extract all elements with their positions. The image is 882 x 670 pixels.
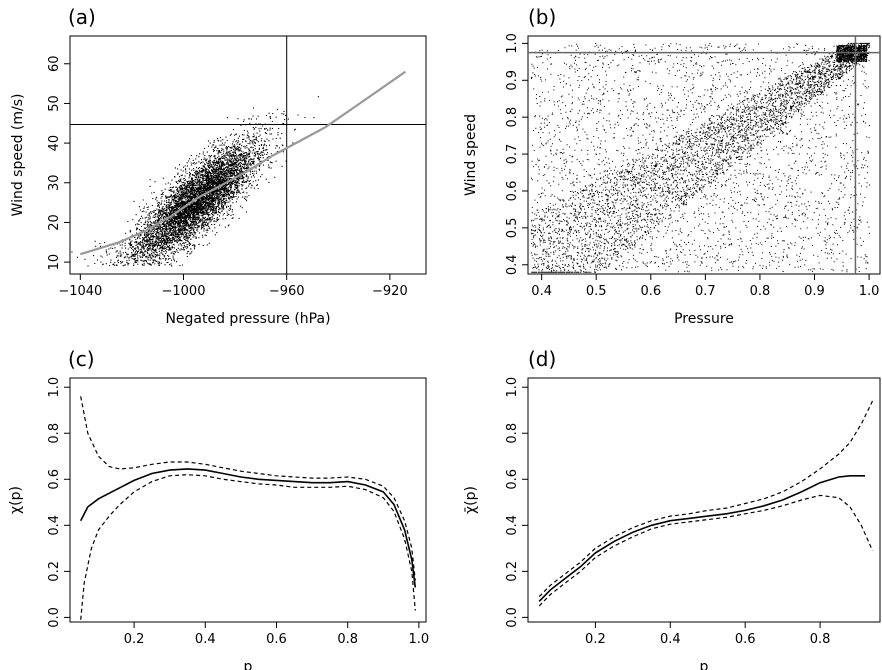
y-tick-label: 0.8 [47, 423, 62, 444]
fit-line [79, 70, 407, 256]
panel-label: (b) [528, 5, 556, 29]
x-tick-label: 0.7 [695, 284, 716, 299]
confidence-band-line [538, 494, 874, 607]
y-tick-label: 0.6 [47, 469, 62, 490]
x-tick-label: −960 [269, 284, 305, 299]
y-tick-label: 1.0 [505, 377, 520, 398]
confidence-band-line [80, 396, 416, 581]
x-axis-title: Negated pressure (hPa) [165, 311, 330, 327]
estimate-line [538, 475, 865, 602]
panel-a: −1040 −1000 −960 −920 10 20 30 40 50 60 Negated pr… [10, 5, 427, 327]
y-tick-label: 0.9 [505, 70, 520, 91]
y-tick-label: 0.2 [505, 561, 520, 582]
x-tick-label: 0.6 [640, 284, 661, 299]
y-tick-label: 10 [47, 254, 62, 271]
x-axis-title: p [700, 659, 709, 670]
y-tick-label: 0.8 [505, 107, 520, 128]
y-tick-label: 0.7 [505, 144, 520, 165]
point-cloud [71, 96, 319, 267]
panel-label: (a) [68, 5, 96, 29]
plot-frame [69, 377, 427, 623]
scatter-points [71, 96, 319, 267]
y-axis-title: Wind speed [463, 114, 479, 196]
x-axis-title: p [244, 659, 253, 670]
plot-frame [527, 35, 881, 275]
x-tick-label: 0.4 [531, 284, 552, 299]
x-tick-label: 1.0 [409, 632, 430, 647]
x-tick-label: 0.6 [735, 632, 756, 647]
x-tick-label: 0.9 [804, 284, 825, 299]
x-tick-label: 0.8 [337, 632, 358, 647]
panel-d: 0.2 0.4 0.6 0.8 0.0 0.2 0.4 0.6 0.8 1.0 p χ̄(p) (d) [463, 347, 881, 670]
y-tick-label: 0.4 [505, 515, 520, 536]
y-tick-label: 1.0 [47, 377, 62, 398]
y-tick-label: 0.6 [505, 469, 520, 490]
point-cloud [530, 42, 870, 273]
panel-c: 0.2 0.4 0.6 0.8 1.0 0.0 0.2 0.4 0.6 0.8 1.0 p χ(p) (c… [8, 347, 429, 670]
scatter-points [530, 42, 870, 273]
x-tick-label: −1000 [162, 284, 206, 299]
y-tick-label: 0.4 [47, 515, 62, 536]
confidence-band-line [80, 474, 416, 620]
panel-label: (c) [68, 347, 95, 371]
x-axis-title: Pressure [674, 311, 734, 327]
y-axis-title: χ̄(p) [463, 486, 479, 514]
y-tick-label: 0.5 [505, 218, 520, 239]
x-tick-label: 0.8 [810, 632, 831, 647]
x-tick-label: 0.2 [585, 632, 606, 647]
y-tick-label: 0.0 [47, 607, 62, 628]
confidence-band-line [538, 400, 874, 598]
x-tick-label: 0.5 [586, 284, 607, 299]
y-axis-title: Wind speed (m/s) [10, 94, 26, 217]
y-tick-label: 0.6 [505, 181, 520, 202]
y-tick-label: 40 [47, 135, 62, 152]
panel-b: 0.4 0.5 0.6 0.7 0.8 0.9 1.0 0.4 0.5 0.6 0.7 0.8 0.9 1… [463, 5, 881, 327]
x-tick-label: 1.0 [859, 284, 880, 299]
x-tick-label: 0.6 [266, 632, 287, 647]
y-tick-label: 20 [47, 214, 62, 231]
y-tick-label: 30 [47, 174, 62, 191]
y-axis-title: χ(p) [8, 486, 24, 514]
y-tick-label: 1.0 [505, 33, 520, 54]
y-tick-label: 60 [47, 55, 62, 72]
x-tick-label: −920 [372, 284, 408, 299]
estimate-line [79, 468, 417, 588]
x-tick-label: −1040 [58, 284, 102, 299]
x-tick-label: 0.8 [750, 284, 771, 299]
plot-frame [527, 377, 881, 623]
y-tick-label: 0.8 [505, 423, 520, 444]
panel-label: (d) [528, 347, 556, 371]
x-tick-label: 0.4 [195, 632, 216, 647]
x-tick-label: 0.2 [124, 632, 145, 647]
y-tick-label: 50 [47, 95, 62, 112]
y-tick-label: 0.4 [505, 254, 520, 275]
y-tick-label: 0.2 [47, 561, 62, 582]
plot-frame [69, 35, 427, 275]
y-tick-label: 0.0 [505, 607, 520, 628]
x-tick-label: 0.4 [660, 632, 681, 647]
